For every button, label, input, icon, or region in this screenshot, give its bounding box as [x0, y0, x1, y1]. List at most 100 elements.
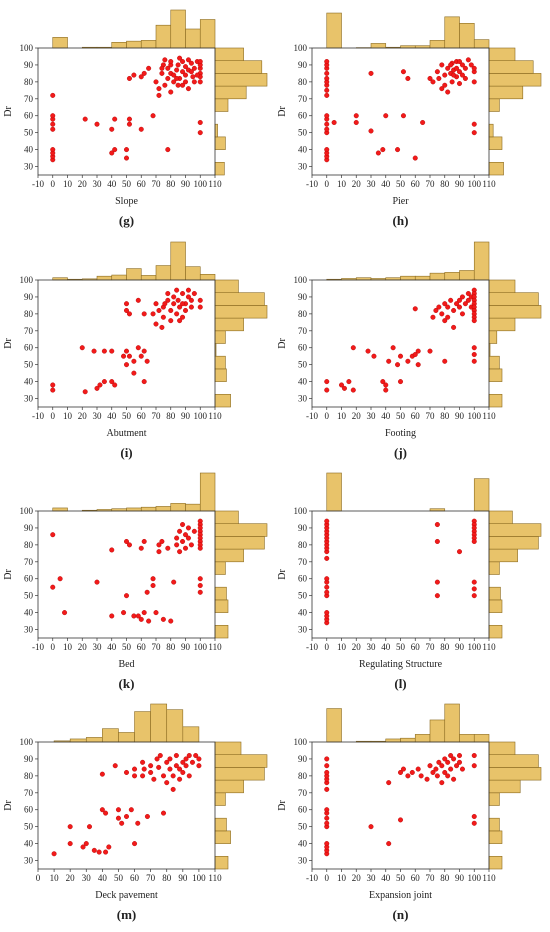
data-point — [412, 306, 418, 312]
data-point — [324, 379, 330, 385]
data-point — [190, 74, 196, 80]
data-point — [457, 69, 463, 75]
data-point — [50, 121, 56, 127]
data-point — [465, 297, 471, 303]
data-point — [153, 301, 159, 307]
y-tick-label: 60 — [24, 111, 34, 121]
data-point — [96, 849, 102, 855]
x-tick-label: 30 — [367, 179, 377, 189]
panel-caption: (l) — [394, 676, 406, 691]
data-point — [468, 62, 474, 68]
x-tick-label: -10 — [306, 642, 318, 652]
top-histogram-bar — [118, 732, 135, 743]
x-tick-label: 0 — [325, 873, 330, 883]
y-tick-label: 80 — [298, 309, 308, 319]
data-point — [445, 773, 451, 779]
y-tick-label: 40 — [298, 145, 308, 155]
data-point — [380, 147, 386, 153]
right-histogram-bar — [214, 599, 229, 613]
data-point — [375, 150, 381, 156]
data-point — [138, 616, 144, 622]
right-histogram-bar — [488, 73, 542, 87]
right-histogram-bar — [214, 830, 231, 844]
data-point — [50, 532, 56, 538]
x-tick-label: 110 — [208, 179, 222, 189]
x-tick-label: 30 — [367, 873, 377, 883]
data-point — [168, 59, 174, 65]
data-point — [457, 59, 463, 65]
data-point — [164, 780, 170, 786]
data-point — [436, 304, 442, 310]
top-histogram-bar — [85, 737, 103, 743]
data-point — [434, 522, 440, 528]
top-histogram-bar — [429, 40, 446, 49]
x-tick-label: 30 — [93, 179, 103, 189]
data-point — [471, 538, 477, 544]
y-tick-label: 50 — [24, 128, 34, 138]
data-point — [386, 780, 392, 786]
panel-i: -10 0 10 20 30 40 50 60 70 80 90 100 110304050607080… — [3, 241, 268, 460]
data-point — [371, 353, 377, 359]
x-tick-label: 90 — [181, 179, 191, 189]
right-histogram-bar — [488, 162, 504, 176]
data-point — [91, 348, 97, 354]
data-point — [150, 311, 156, 317]
x-tick-label: 20 — [78, 642, 88, 652]
data-point — [471, 820, 477, 826]
x-tick-label: 50 — [396, 411, 406, 421]
data-point — [400, 69, 406, 75]
data-point — [324, 518, 330, 524]
data-point — [415, 362, 421, 368]
top-histogram-bar — [170, 503, 186, 512]
y-tick-label: 100 — [20, 506, 34, 516]
y-tick-label: 80 — [24, 771, 34, 781]
x-tick-label: 0 — [325, 411, 330, 421]
top-histogram-bar — [170, 241, 186, 281]
data-point — [180, 538, 186, 544]
data-point — [442, 318, 448, 324]
data-point — [156, 542, 162, 548]
x-axis-label: Expansion joint — [369, 890, 432, 901]
data-point — [146, 618, 152, 624]
x-tick-label: 30 — [367, 642, 377, 652]
y-tick-label: 90 — [298, 523, 308, 533]
x-tick-label: 80 — [166, 642, 176, 652]
x-tick-label: 10 — [337, 873, 347, 883]
data-point — [126, 121, 132, 127]
data-point — [150, 583, 156, 589]
x-tick-label: 100 — [468, 873, 482, 883]
data-point — [132, 766, 138, 772]
y-tick-label: 70 — [24, 788, 34, 798]
data-point — [160, 314, 166, 320]
right-histogram-bar — [214, 98, 229, 112]
data-point — [168, 307, 174, 313]
top-histogram-bar — [326, 708, 342, 743]
data-point — [153, 79, 159, 85]
data-point — [180, 69, 186, 75]
data-point — [109, 547, 115, 553]
data-point — [112, 147, 118, 153]
data-point — [451, 307, 457, 313]
x-tick-label: 20 — [352, 642, 362, 652]
x-tick-label: 0 — [325, 642, 330, 652]
data-point — [448, 766, 454, 772]
data-point — [353, 120, 359, 126]
data-point — [459, 294, 465, 300]
x-tick-label: 90 — [455, 873, 465, 883]
right-histogram-bar — [488, 624, 503, 639]
y-tick-label: 100 — [20, 275, 34, 285]
top-histogram-bar — [52, 507, 68, 512]
data-point — [324, 584, 330, 590]
data-point — [159, 65, 165, 71]
data-point — [459, 766, 465, 772]
data-point — [180, 59, 186, 65]
y-tick-label: 30 — [298, 625, 308, 635]
x-tick-label: 110 — [482, 642, 496, 652]
data-point — [457, 753, 463, 759]
right-histogram-bar — [214, 47, 244, 61]
data-point — [170, 786, 176, 792]
data-point — [82, 389, 88, 395]
data-point — [168, 318, 174, 324]
panel-caption: (k) — [119, 676, 135, 691]
data-point — [465, 57, 471, 63]
